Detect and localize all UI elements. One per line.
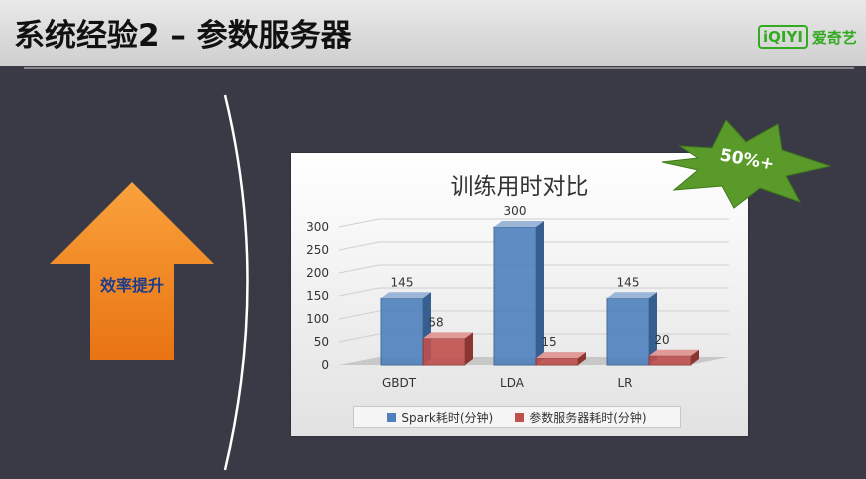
- legend-swatch-ps: [515, 412, 525, 422]
- bar-ps-GBDT: [422, 337, 466, 366]
- iqiyi-logo-icon: iQIYI: [758, 25, 808, 49]
- data-label: 145: [617, 275, 640, 289]
- bar-top: [381, 292, 431, 299]
- legend-label-ps: 参数服务器耗时(分钟): [529, 410, 647, 425]
- bar-top: [423, 332, 473, 339]
- data-label: 145: [391, 275, 414, 289]
- bar-ps-LDA: [535, 357, 579, 366]
- gridline: [338, 264, 729, 274]
- gridline: [338, 287, 729, 297]
- y-tick-label: 150: [306, 289, 329, 303]
- chart-panel: 训练用时对比 0 50 100 150 200 250 300 145 58 GBDT 300 15 L…: [291, 153, 748, 436]
- bar-top: [536, 352, 586, 359]
- slide-title: 系统经验2 – 参数服务器: [14, 18, 352, 54]
- curved-divider: [223, 94, 249, 471]
- y-tick-label: 0: [321, 358, 329, 372]
- legend-swatch-spark: [387, 412, 397, 422]
- bar-spark-GBDT: [380, 297, 424, 366]
- brand-logo: iQIYI 爱奇艺: [758, 24, 857, 50]
- bar-side: [649, 292, 657, 365]
- starburst-icon: [661, 119, 832, 209]
- bar-ps-LR: [648, 355, 692, 366]
- data-label: 300: [504, 204, 527, 218]
- gridline: [338, 218, 729, 228]
- up-arrow-icon: [50, 182, 214, 360]
- x-tick-label: LDA: [500, 376, 525, 390]
- header-divider: [24, 67, 854, 69]
- data-label: 20: [654, 333, 669, 347]
- bar-side: [465, 332, 473, 365]
- data-label: 58: [428, 315, 443, 329]
- y-tick-label: 100: [306, 312, 329, 326]
- bar-top: [607, 292, 657, 299]
- bar-side: [578, 352, 586, 365]
- bar-top: [649, 349, 699, 356]
- efficiency-label: 效率提升: [99, 276, 164, 295]
- slide-header: 系统经验2 – 参数服务器 iQIYI 爱奇艺: [0, 0, 866, 66]
- y-tick-label: 50: [314, 335, 329, 349]
- bar-spark-LR: [606, 297, 650, 366]
- bar-spark-LDA: [493, 226, 537, 366]
- y-tick-label: 200: [306, 266, 329, 280]
- gridline: [338, 241, 729, 251]
- bar-side: [536, 221, 544, 365]
- x-tick-label: GBDT: [382, 376, 417, 390]
- bar-top: [494, 221, 544, 227]
- bar-side: [691, 349, 699, 365]
- legend-item-spark: Spark耗时(分钟): [387, 409, 493, 426]
- legend-label-spark: Spark耗时(分钟): [401, 410, 494, 425]
- chart-legend: Spark耗时(分钟) 参数服务器耗时(分钟): [353, 406, 681, 428]
- legend-item-ps: 参数服务器耗时(分钟): [515, 409, 647, 426]
- y-tick-label: 300: [306, 220, 329, 234]
- brand-name: 爱奇艺: [811, 28, 857, 47]
- x-tick-label: LR: [617, 376, 632, 390]
- data-label: 15: [541, 335, 556, 349]
- y-tick-label: 250: [306, 243, 329, 257]
- chart-title: 训练用时对比: [450, 174, 589, 200]
- bar-chart: 0 50 100 150 200 250 300 145 58 GBDT 300 15 LDA 145 20…: [306, 204, 729, 390]
